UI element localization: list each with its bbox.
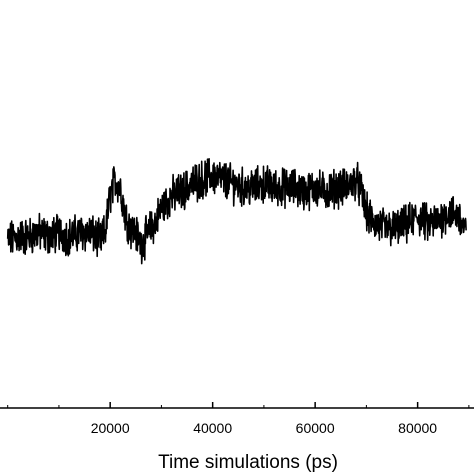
series-line — [6, 158, 467, 265]
x-tick-label: 40000 — [193, 420, 232, 436]
plot-area — [6, 158, 467, 265]
x-tick-label: 60000 — [296, 420, 335, 436]
x-tick-label: 20000 — [91, 420, 130, 436]
x-axis-title: Time simulations (ps) — [158, 452, 338, 473]
x-tick-label: 80000 — [398, 420, 437, 436]
x-axis: 20000 40000 60000 80000 — [0, 402, 474, 436]
